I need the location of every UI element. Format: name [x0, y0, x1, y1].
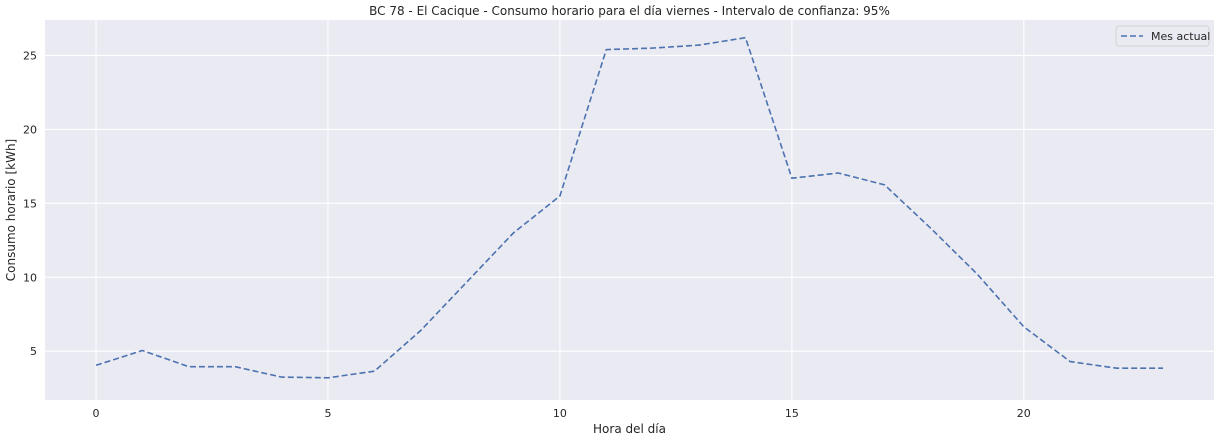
- x-tick-label: 15: [785, 407, 799, 420]
- legend-label: Mes actual: [1151, 30, 1210, 43]
- x-tick-label: 0: [93, 407, 100, 420]
- y-tick-label: 20: [23, 123, 37, 136]
- chart-title: BC 78 - El Cacique - Consumo horario par…: [369, 4, 890, 18]
- plot-background: [45, 20, 1214, 400]
- y-tick-label: 10: [23, 271, 37, 284]
- grid: [45, 20, 1214, 400]
- y-tick-label: 15: [23, 197, 37, 210]
- legend: Mes actual: [1115, 25, 1210, 47]
- x-axis-label: Hora del día: [593, 422, 666, 436]
- legend-box: [1115, 25, 1210, 47]
- series-line: [95, 36, 1163, 379]
- y-tick-label: 5: [30, 345, 37, 358]
- tick-labels: 0 5 10 15 20 5 10 15 20 25: [23, 49, 1031, 420]
- x-tick-label: 10: [553, 407, 567, 420]
- series-layer: [95, 36, 1163, 379]
- y-tick-label: 25: [23, 49, 37, 62]
- x-tick-label: 5: [324, 407, 331, 420]
- y-axis-label: Consumo horario [kWh]: [4, 139, 18, 281]
- x-tick-label: 20: [1017, 407, 1031, 420]
